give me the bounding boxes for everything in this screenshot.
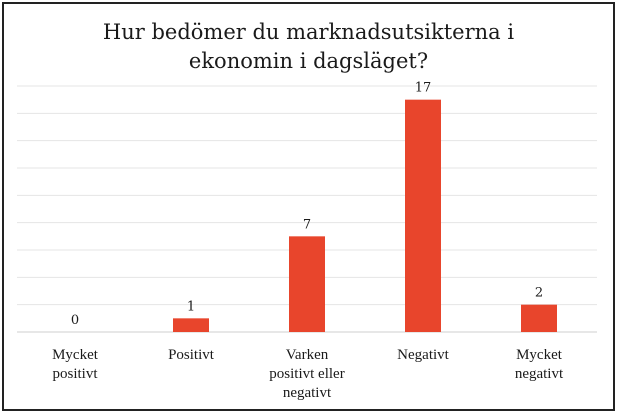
chart-frame: Hur bedömer du marknadsutsikterna i ekon… [2, 2, 615, 411]
x-tick-label: Varken positivt eller negativt [269, 347, 344, 401]
data-label: 1 [187, 299, 195, 314]
bar [173, 318, 209, 332]
bar [521, 304, 557, 332]
data-label: 7 [303, 217, 311, 232]
data-label: 17 [415, 81, 432, 96]
bar [405, 99, 441, 333]
x-tick-label: Mycket negativt [515, 347, 564, 382]
x-tick-labels: Mycket positivt Positivt Varken positivt ell… [52, 347, 564, 401]
bar [289, 236, 325, 332]
data-label: 0 [71, 313, 79, 328]
x-tick-label: Positivt [168, 347, 215, 363]
x-tick-label: Negativt [397, 347, 449, 363]
x-tick-label: Mycket positivt [52, 347, 99, 382]
chart-title: Hur bedömer du marknadsutsikterna i ekon… [102, 20, 515, 73]
bars [173, 99, 557, 333]
data-label: 2 [535, 286, 543, 301]
